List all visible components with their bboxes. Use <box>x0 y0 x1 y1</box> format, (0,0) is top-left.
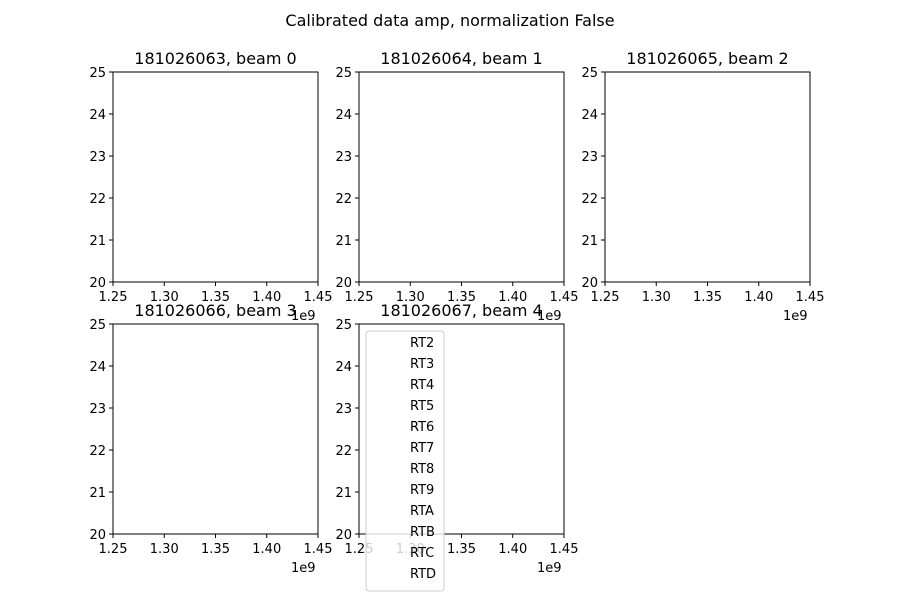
y-tick-label: 23 <box>335 150 352 165</box>
y-tick-label: 22 <box>335 444 352 459</box>
y-tick-label: 24 <box>581 108 598 123</box>
legend-entry-label: RTC <box>410 546 434 561</box>
axes-frame <box>112 323 319 535</box>
x-tick-label: 1.45 <box>550 290 579 305</box>
legend-entry-label: RT6 <box>410 420 434 435</box>
y-tick-label: 23 <box>335 402 352 417</box>
y-tick-label: 20 <box>581 276 598 291</box>
y-tick-label: 20 <box>89 276 106 291</box>
y-tick-label: 21 <box>581 234 598 249</box>
y-tick-label: 23 <box>89 150 106 165</box>
y-tick-label: 24 <box>89 360 106 375</box>
y-tick-label: 20 <box>335 276 352 291</box>
legend-entry-label: RT3 <box>410 357 434 372</box>
subplot-title: 181026064, beam 1 <box>380 49 542 68</box>
x-tick-label: 1.45 <box>796 290 825 305</box>
y-tick-label: 25 <box>581 66 598 81</box>
y-tick-label: 22 <box>581 192 598 207</box>
figure-suptitle: Calibrated data amp, normalization False <box>285 11 614 30</box>
x-tick-label: 1.40 <box>252 542 281 557</box>
y-tick-label: 23 <box>89 402 106 417</box>
x-tick-label: 1.25 <box>591 290 620 305</box>
x-tick-label: 1.25 <box>99 542 128 557</box>
x-offset-text: 1e9 <box>291 309 316 324</box>
x-offset-text: 1e9 <box>783 309 808 324</box>
subplot-title: 181026066, beam 3 <box>134 301 296 320</box>
axes-frame <box>358 71 565 283</box>
y-tick-label: 22 <box>89 444 106 459</box>
y-tick-label: 25 <box>335 318 352 333</box>
subplot-1: 181026064, beam 1 1.25 1.30 1.35 1.40 1.45 20 2… <box>335 49 578 324</box>
x-tick-label: 1.30 <box>150 290 179 305</box>
x-offset-text: 1e9 <box>291 561 316 576</box>
x-tick-label: 1.30 <box>642 290 671 305</box>
legend-entry-label: RT2 <box>410 336 434 351</box>
legend-entry-label: RTA <box>410 504 434 519</box>
axes-frame <box>604 71 811 283</box>
legend-entry-label: RT7 <box>410 441 434 456</box>
x-tick-label: 1.35 <box>201 290 230 305</box>
x-tick-label: 1.30 <box>150 542 179 557</box>
y-tick-label: 25 <box>335 66 352 81</box>
subplot-title: 181026063, beam 0 <box>134 49 296 68</box>
legend-layer: RT2 RT3 RT4 RT5 RT6 RT7 RT8 RT9 RTA RTB RTC RTD <box>365 330 445 592</box>
y-tick-label: 21 <box>89 234 106 249</box>
x-tick-label: 1.25 <box>345 290 374 305</box>
subplot-3: 181026066, beam 3 1.25 1.30 1.35 1.40 1.45 20 2… <box>89 301 332 576</box>
x-tick-label: 1.35 <box>447 290 476 305</box>
y-tick-label: 21 <box>335 486 352 501</box>
y-tick-label: 20 <box>335 528 352 543</box>
x-tick-label: 1.35 <box>693 290 722 305</box>
legend-box <box>365 330 445 592</box>
subplot-title: 181026065, beam 2 <box>626 49 788 68</box>
y-tick-label: 21 <box>335 234 352 249</box>
x-tick-label: 1.35 <box>201 542 230 557</box>
subplot-title: 181026067, beam 4 <box>380 301 542 320</box>
legend-entry-label: RT4 <box>410 378 434 393</box>
legend-entry-label: RTD <box>410 567 436 582</box>
x-tick-label: 1.25 <box>99 290 128 305</box>
subplot-0: 181026063, beam 0 1.25 1.30 1.35 1.40 1.45 20 2… <box>89 49 332 324</box>
y-tick-label: 21 <box>89 486 106 501</box>
x-offset-text: 1e9 <box>537 561 562 576</box>
y-tick-label: 25 <box>89 66 106 81</box>
y-tick-label: 24 <box>335 108 352 123</box>
x-tick-label: 1.45 <box>304 542 333 557</box>
y-tick-label: 25 <box>89 318 106 333</box>
subplots: 181026063, beam 01.25 1.30 1.35 1.40 1.45202… <box>89 49 824 576</box>
x-tick-label: 1.40 <box>498 542 527 557</box>
legend-entry-label: RT8 <box>410 462 434 477</box>
x-tick-label: 1.35 <box>447 542 476 557</box>
x-tick-label: 1.45 <box>304 290 333 305</box>
x-tick-label: 1.45 <box>550 542 579 557</box>
y-tick-label: 23 <box>581 150 598 165</box>
x-tick-label: 1.40 <box>498 290 527 305</box>
y-tick-label: 24 <box>335 360 352 375</box>
y-tick-label: 22 <box>89 192 106 207</box>
subplot-2: 181026065, beam 2 1.25 1.30 1.35 1.40 1.45 20 2… <box>581 49 824 324</box>
y-tick-label: 20 <box>89 528 106 543</box>
axes-frame <box>112 71 319 283</box>
y-tick-label: 22 <box>335 192 352 207</box>
legend-entry-label: RT5 <box>410 399 434 414</box>
x-offset-text: 1e9 <box>537 309 562 324</box>
x-tick-label: 1.40 <box>252 290 281 305</box>
x-tick-label: 1.30 <box>396 290 425 305</box>
y-tick-label: 24 <box>89 108 106 123</box>
legend-entry-label: RTB <box>410 525 435 540</box>
x-tick-label: 1.40 <box>744 290 773 305</box>
legend-entry-label: RT9 <box>410 483 434 498</box>
